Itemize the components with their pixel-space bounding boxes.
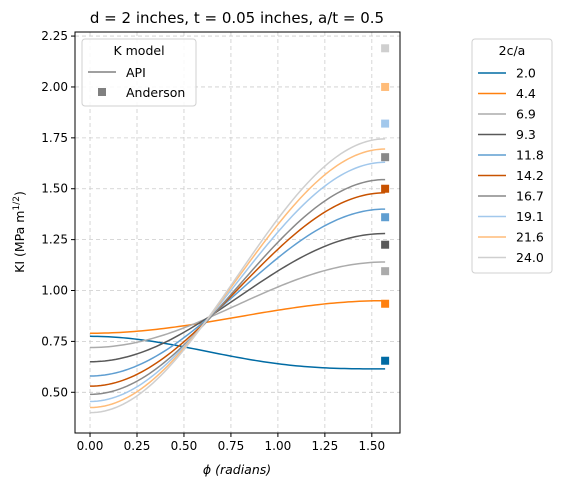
series-legend-title: 2c/a	[499, 43, 526, 58]
y-tick-label: 1.50	[41, 182, 68, 196]
y-tick-label: 0.50	[41, 385, 68, 399]
api-series-line	[90, 192, 386, 387]
api-series-line	[90, 261, 386, 349]
api-series-line	[90, 178, 386, 396]
api-series-line	[90, 148, 386, 409]
series-legend-label: 16.7	[516, 189, 544, 204]
y-tick-label: 1.25	[41, 233, 68, 247]
y-tick-label: 2.25	[41, 29, 68, 43]
series-legend: 2c/a 2.0 4.4 6.9 9.3 11.8 14.2 16.7 19.1 21.6 24.…	[471, 38, 553, 274]
api-series-line	[90, 161, 386, 403]
series-legend-box	[471, 38, 553, 274]
model-legend-label-api: API	[126, 65, 146, 80]
series-legend-label: 24.0	[516, 250, 544, 265]
anderson-marker	[381, 82, 390, 91]
api-series-line	[90, 208, 386, 377]
anderson-marker	[381, 299, 390, 308]
series-legend-label: 2.0	[516, 66, 536, 81]
plot-area-frame	[74, 31, 401, 434]
anderson-marker	[381, 356, 390, 365]
x-tick-label: 0.75	[218, 439, 245, 453]
x-tick-label: 0.50	[171, 439, 198, 453]
api-series-line	[90, 138, 386, 414]
model-legend-square-swatch	[98, 88, 106, 96]
x-tick-label: 0.25	[124, 439, 151, 453]
x-tick-label: 1.25	[311, 439, 338, 453]
series-legend-label: 4.4	[516, 86, 536, 101]
x-tick-label: 1.50	[358, 439, 385, 453]
anderson-marker	[381, 153, 390, 162]
series-legend-label: 11.8	[516, 148, 544, 163]
model-legend: K model API Anderson	[81, 38, 197, 107]
api-series-line	[90, 299, 386, 335]
series-legend-label: 9.3	[516, 127, 536, 142]
model-legend-title: K model	[113, 43, 164, 58]
x-axis-label: ϕ (radians)	[203, 462, 271, 477]
series-lines	[90, 138, 386, 414]
x-tick-label: 1.00	[265, 439, 292, 453]
api-series-line	[90, 232, 386, 363]
model-legend-label-anderson: Anderson	[126, 85, 185, 100]
y-tick-label: 0.75	[41, 334, 68, 348]
y-axis-label: KI (MPa m1/2)	[12, 191, 27, 273]
api-series-line	[90, 335, 386, 370]
anderson-marker	[381, 213, 390, 222]
series-legend-label: 21.6	[516, 230, 544, 245]
y-axis-ticks: 0.50 0.75 1.00 1.25 1.50 1.75 2.00 2.25	[41, 29, 75, 399]
chart-title: d = 2 inches, t = 0.05 inches, a/t = 0.5	[90, 9, 384, 27]
svg-text:KI (MPa m1/2): KI (MPa m1/2)	[12, 191, 27, 273]
series-legend-label: 14.2	[516, 168, 544, 183]
anderson-marker	[381, 119, 390, 128]
x-tick-label: 0.00	[77, 439, 104, 453]
series-legend-entries: 2.0 4.4 6.9 9.3 11.8 14.2 16.7 19.1 21.6 24.0	[478, 66, 544, 265]
anderson-marker	[381, 240, 390, 249]
anderson-marker	[381, 44, 390, 53]
y-axis-label-close: )	[12, 191, 27, 196]
y-axis-label-main: KI (MPa m	[12, 211, 27, 273]
x-axis-ticks: 0.00 0.25 0.50 0.75 1.00 1.25 1.50	[77, 433, 385, 453]
series-legend-label: 6.9	[516, 107, 536, 122]
y-tick-label: 2.00	[41, 80, 68, 94]
anderson-markers	[381, 44, 390, 365]
series-legend-label: 19.1	[516, 209, 544, 224]
y-tick-label: 1.75	[41, 131, 68, 145]
anderson-marker	[381, 184, 390, 193]
y-tick-label: 1.00	[41, 284, 68, 298]
anderson-marker	[381, 267, 390, 276]
model-legend-box	[81, 38, 197, 107]
y-axis-label-sup: 1/2	[12, 196, 22, 210]
